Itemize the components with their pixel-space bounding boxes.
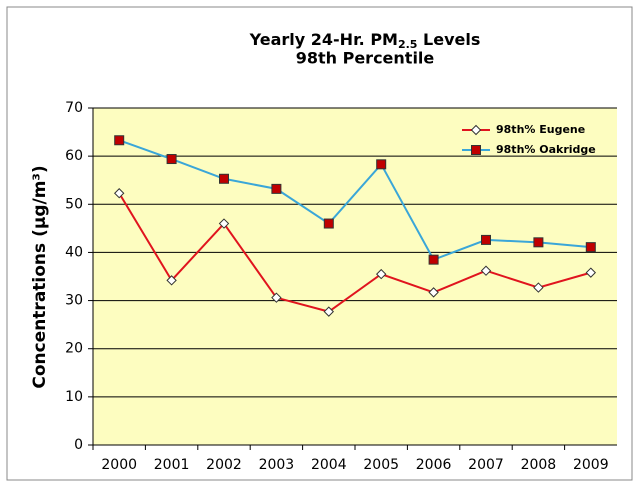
x-tick-label: 2001: [154, 457, 190, 473]
title-subscript: 2.5: [398, 38, 418, 51]
x-tick-label: 2009: [573, 457, 609, 473]
data-point: [114, 135, 125, 146]
data-point: [585, 267, 597, 278]
data-point: [481, 234, 491, 245]
x-tick-label: 2003: [259, 457, 295, 473]
y-tick-label: 0: [74, 437, 83, 453]
y-tick-label: 40: [65, 244, 83, 260]
data-point: [219, 173, 229, 184]
series-line: [118, 192, 592, 313]
plot-area: [93, 108, 617, 445]
series-line: [118, 139, 591, 261]
data-point: [113, 188, 125, 199]
data-point: [428, 287, 439, 298]
title-main: Yearly 24-Hr. PM: [249, 30, 398, 49]
data-point: [218, 218, 230, 229]
x-tick-label: 2007: [468, 457, 504, 473]
y-tick-label: 20: [65, 341, 83, 357]
x-tick-label: 2008: [521, 457, 557, 473]
y-axis-title: Concentrations (µg/m³): [30, 165, 50, 388]
data-point: [585, 242, 596, 253]
x-tick-label: 2004: [311, 457, 347, 473]
data-point: [271, 292, 282, 303]
data-point: [323, 306, 335, 317]
y-tick-label: 30: [65, 293, 83, 309]
data-point: [533, 282, 544, 293]
legend-marker: [470, 124, 482, 136]
x-tick-label: 2006: [416, 457, 452, 473]
chart-title: Yearly 24-Hr. PM2.5 Levels: [249, 30, 481, 52]
data-point: [376, 159, 387, 170]
y-tick-label: 60: [65, 148, 83, 164]
y-tick-label: 70: [65, 100, 83, 116]
legend-marker: [471, 145, 481, 155]
legend-label: 98th% Oakridge: [496, 143, 596, 156]
x-tick-label: 2005: [363, 457, 399, 473]
y-tick-label: 50: [65, 196, 83, 212]
data-point: [323, 218, 334, 229]
chart-subtitle: 98th Percentile: [296, 49, 435, 68]
data-point: [533, 237, 544, 248]
y-tick-label: 10: [65, 389, 83, 405]
data-point: [375, 268, 387, 280]
data-point: [271, 183, 282, 194]
data-point: [480, 265, 492, 276]
data-point: [166, 275, 177, 286]
x-tick-label: 2002: [206, 457, 242, 473]
x-tick-label: 2000: [101, 457, 137, 473]
legend-label: 98th% Eugene: [496, 123, 585, 136]
data-point: [166, 154, 177, 165]
data-point: [428, 254, 439, 265]
title-suffix: Levels: [417, 30, 480, 49]
